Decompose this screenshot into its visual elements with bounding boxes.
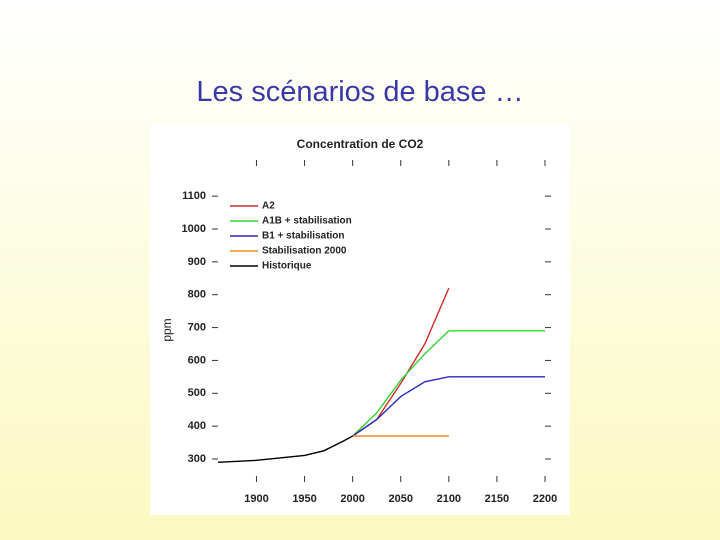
x-tick-label: 2050 xyxy=(388,493,412,505)
chart: Concentration de CO2 ppm 300 400 500 600 700… xyxy=(150,125,570,515)
slide-title: Les scénarios de base … xyxy=(196,76,524,108)
y-tick-label: 300 xyxy=(188,453,206,465)
series-line xyxy=(217,435,353,463)
x-tick-label: 1900 xyxy=(244,493,268,505)
x-tick-label: 2150 xyxy=(485,493,509,505)
y-tick-label: 600 xyxy=(188,354,206,366)
y-axis-label: ppm xyxy=(160,318,174,341)
y-tick-label: 500 xyxy=(188,387,206,399)
x-tick-label: 2200 xyxy=(533,493,557,505)
legend-label: Stabilisation 2000 xyxy=(262,246,347,257)
series-line xyxy=(352,330,545,437)
y-tick-label: 700 xyxy=(188,321,206,333)
y-tick-label: 1100 xyxy=(182,190,206,202)
x-tick-label: 2100 xyxy=(437,493,461,505)
y-tick-label: 900 xyxy=(188,256,206,268)
y-tick-label: 800 xyxy=(188,289,206,301)
x-tick-label: 2000 xyxy=(340,493,364,505)
legend-label: Historique xyxy=(262,261,312,272)
y-tick-label: 1000 xyxy=(182,223,206,235)
legend-label: A1B + stabilisation xyxy=(262,216,352,227)
series-line xyxy=(352,376,545,437)
x-tick-label: 1950 xyxy=(292,493,316,505)
chart-title: Concentration de CO2 xyxy=(297,137,424,151)
legend-label: A2 xyxy=(262,201,275,212)
series-line xyxy=(352,287,450,437)
legend-label: B1 + stabilisation xyxy=(262,231,345,242)
y-tick-label: 400 xyxy=(188,420,206,432)
